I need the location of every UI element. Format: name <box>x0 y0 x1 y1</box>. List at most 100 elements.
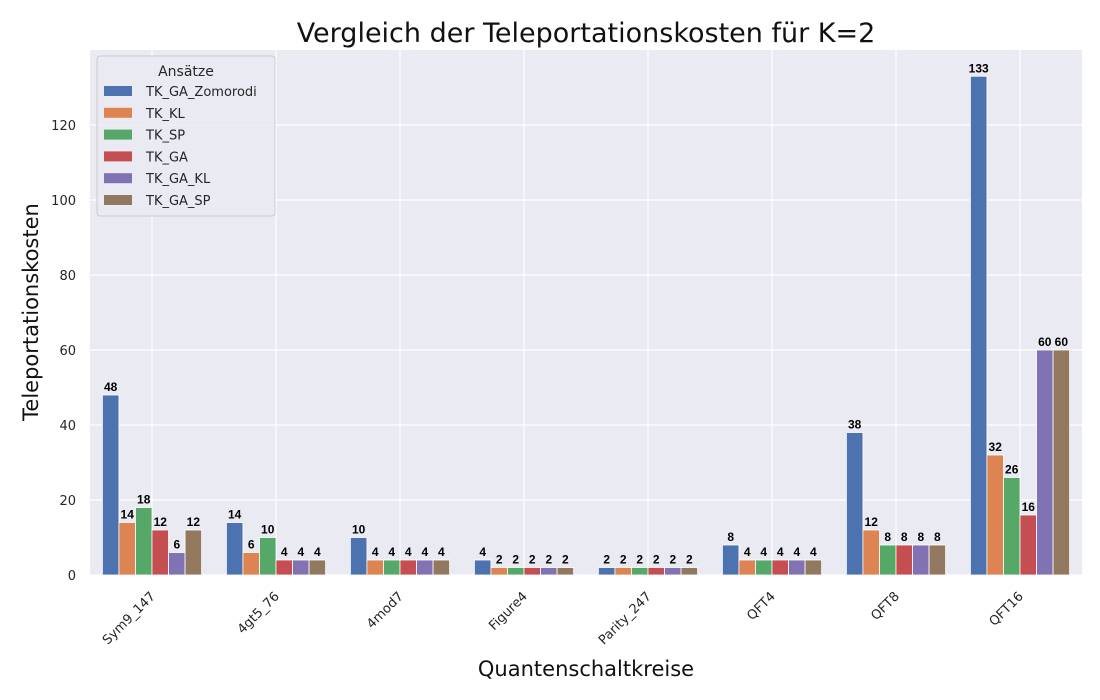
bar-value-label: 38 <box>848 418 862 432</box>
x-tick-label: QFT4 <box>744 589 778 623</box>
bar-value-label: 2 <box>603 553 610 567</box>
legend-item-label: TK_GA <box>145 150 188 165</box>
legend-swatch <box>104 107 132 118</box>
x-tick-label: 4gt5_76 <box>235 589 283 637</box>
bar <box>225 522 244 576</box>
bar-value-label: 2 <box>562 553 569 567</box>
bar <box>118 522 136 576</box>
bar <box>788 559 806 576</box>
bar-value-label: 10 <box>352 523 366 537</box>
bar <box>275 559 293 576</box>
bar-value-label: 2 <box>669 553 676 567</box>
x-tick-label: Figure4 <box>486 589 531 634</box>
bar-value-label: 48 <box>104 380 118 394</box>
y-tick-label: 0 <box>68 569 76 584</box>
x-tick-label: 4mod7 <box>364 589 407 632</box>
legend-item-label: TK_GA_KL <box>145 172 211 187</box>
legend-swatch <box>104 86 132 96</box>
bar-value-label: 26 <box>1005 463 1019 477</box>
bar <box>383 559 401 576</box>
bar <box>473 559 492 576</box>
bar <box>308 559 327 576</box>
chart-title: Vergleich der Teleportationskosten für K… <box>297 18 876 49</box>
y-tick-label: 100 <box>51 194 76 209</box>
bar-value-label: 8 <box>727 530 734 544</box>
bar-value-label: 32 <box>989 440 1003 454</box>
y-tick-label: 20 <box>59 494 76 509</box>
bar <box>399 559 417 576</box>
bar <box>846 432 864 576</box>
x-tick-label: Parity_247 <box>596 589 655 648</box>
y-axis-label: Teleportationskosten <box>19 203 43 422</box>
bar-value-label: 12 <box>865 515 879 529</box>
legend-swatch <box>104 173 132 184</box>
bar-value-label: 2 <box>636 553 643 567</box>
bar <box>631 567 649 576</box>
bar-value-label: 4 <box>438 545 445 559</box>
bar-value-label: 4 <box>281 545 288 559</box>
bar-value-label: 12 <box>187 515 201 529</box>
bar <box>895 544 913 576</box>
y-tick-label: 120 <box>51 119 76 134</box>
bar <box>102 394 120 576</box>
y-tick-label: 80 <box>59 269 76 284</box>
bar-value-label: 60 <box>1038 335 1052 349</box>
bar-value-label: 8 <box>901 530 908 544</box>
bar <box>523 567 541 576</box>
bar <box>168 552 186 576</box>
y-tick-label: 40 <box>59 419 76 434</box>
bar-value-label: 4 <box>297 545 304 559</box>
legend-swatch <box>104 151 132 162</box>
bar <box>970 75 988 576</box>
legend-item-label: TK_SP <box>145 129 185 144</box>
bar-value-label: 6 <box>248 538 255 552</box>
x-tick-label: QFT8 <box>868 589 902 623</box>
legend-item-label: TK_GA_SP <box>145 194 211 209</box>
bar <box>1052 349 1070 576</box>
bar <box>540 567 558 576</box>
bar <box>242 552 260 576</box>
bar <box>614 567 632 576</box>
bar <box>366 559 384 576</box>
bar <box>771 559 789 576</box>
bar <box>722 544 740 576</box>
bar <box>912 544 930 576</box>
bar-value-label: 14 <box>228 508 242 522</box>
bar-value-label: 4 <box>388 545 395 559</box>
bar-value-label: 2 <box>686 553 693 567</box>
bar <box>1036 349 1054 576</box>
bar <box>664 567 682 576</box>
bar <box>598 567 616 576</box>
legend: Ansätze TK_GA_Zomorodi TK_KL TK_SP TK_GA TK_… <box>96 55 276 217</box>
bar-value-label: 2 <box>620 553 627 567</box>
bar <box>862 529 880 576</box>
legend-item-label: TK_GA_Zomorodi <box>145 85 257 100</box>
bar-value-label: 8 <box>884 530 891 544</box>
bar-value-label: 4 <box>793 545 800 559</box>
legend-swatch <box>104 129 132 140</box>
legend-box <box>96 55 276 217</box>
bar <box>928 544 946 576</box>
bar <box>556 567 574 576</box>
bar <box>1019 514 1037 576</box>
bar-value-label: 2 <box>512 553 519 567</box>
bar <box>259 537 277 576</box>
x-tick-label: QFT16 <box>987 589 1027 629</box>
bar-value-label: 2 <box>545 553 552 567</box>
bar <box>416 559 434 576</box>
bar <box>1003 477 1021 576</box>
bar-value-label: 4 <box>810 545 817 559</box>
bar <box>738 559 756 576</box>
y-tick-label: 60 <box>59 344 76 359</box>
bar-value-label: 8 <box>917 530 924 544</box>
bar-value-label: 14 <box>121 508 135 522</box>
bar-value-label: 60 <box>1055 335 1069 349</box>
bar-value-label: 2 <box>529 553 536 567</box>
bar-value-label: 10 <box>261 523 275 537</box>
bar <box>292 559 310 576</box>
bar <box>184 529 202 576</box>
bar-value-label: 18 <box>137 493 151 507</box>
x-axis-label: Quantenschaltkreise <box>478 657 694 681</box>
